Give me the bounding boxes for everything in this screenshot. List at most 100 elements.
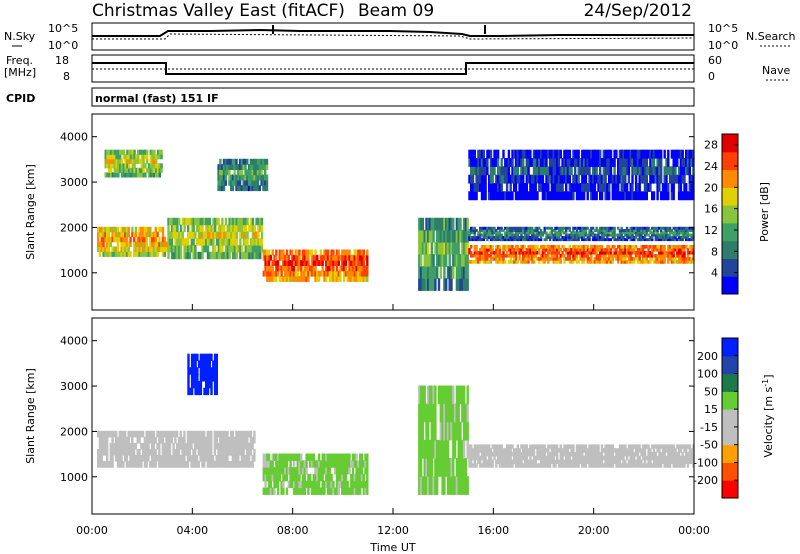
range-cell: [312, 453, 315, 461]
range-cell: [500, 183, 503, 192]
range-cell: [575, 459, 579, 464]
range-cell: [419, 439, 423, 459]
range-cell: [690, 183, 693, 192]
range-cell: [192, 217, 195, 226]
range-cell: [353, 453, 356, 461]
range-cell: [686, 235, 690, 239]
range-cell: [548, 149, 552, 159]
range-cell: [357, 480, 360, 489]
range-cell: [613, 245, 616, 249]
range-cell: [595, 226, 598, 230]
range-cell: [221, 174, 224, 181]
range-cell: [475, 452, 478, 457]
range-cell: [681, 251, 684, 255]
range-cell: [437, 278, 441, 291]
range-cell: [581, 235, 584, 239]
range-cell: [609, 174, 613, 184]
range-cell: [425, 266, 428, 279]
range-cell: [228, 449, 231, 456]
range-cell: [582, 233, 586, 237]
range-cell: [430, 278, 433, 291]
range-cell: [359, 473, 362, 482]
range-cell: [690, 238, 693, 242]
range-cell: [247, 455, 251, 462]
range-cell: [574, 257, 577, 261]
range-cell: [493, 455, 496, 461]
range-cell: [330, 276, 333, 282]
range-cell: [197, 360, 201, 368]
range-cell: [427, 403, 430, 423]
range-cell: [235, 231, 238, 239]
range-cell: [282, 254, 285, 261]
range-cell: [658, 448, 661, 453]
range-cell: [221, 245, 224, 253]
range-cell: [143, 226, 147, 233]
range-cell: [335, 276, 339, 282]
range-cell: [124, 226, 127, 233]
range-cell: [676, 149, 679, 159]
range-cell: [561, 183, 564, 192]
range-cell: [541, 149, 545, 159]
range-cell: [303, 480, 306, 489]
range-cell: [260, 169, 263, 176]
range-cell: [423, 439, 426, 459]
range-cell: [301, 487, 305, 495]
range-cell: [692, 231, 695, 235]
range-cell: [638, 459, 641, 464]
range-cell: [574, 459, 577, 464]
range-cell: [241, 217, 244, 226]
range-cell: [294, 270, 298, 277]
range-cell: [676, 226, 679, 230]
range-cell: [531, 226, 534, 230]
range-cell: [674, 257, 677, 261]
range-cell: [437, 458, 441, 477]
range-cell: [275, 473, 278, 482]
range-cell: [118, 449, 121, 456]
range-cell: [599, 183, 602, 192]
range-cell: [194, 387, 197, 396]
range-cell: [142, 236, 145, 243]
range-cell: [158, 246, 161, 252]
range-cell: [545, 455, 548, 461]
range-cell: [597, 229, 600, 232]
range-cell: [125, 442, 129, 450]
range-cell: [688, 226, 691, 230]
range-cell: [222, 158, 226, 165]
range-cell: [498, 260, 502, 264]
range-cell: [498, 455, 502, 461]
range-cell: [602, 174, 605, 184]
range-cell: [111, 246, 114, 252]
range-cell: [332, 270, 335, 277]
range-cell: [215, 353, 218, 362]
range-cell: [536, 463, 539, 468]
range-cell: [360, 276, 364, 282]
range-cell: [559, 260, 562, 264]
range-cell: [534, 254, 537, 258]
range-cell: [681, 166, 684, 176]
range-cell: [169, 238, 172, 246]
range-cell: [505, 166, 509, 176]
range-cell: [672, 448, 675, 453]
range-cell: [525, 191, 528, 201]
range-cell: [328, 460, 331, 468]
range-cell: [577, 245, 580, 249]
range-cell: [496, 191, 500, 201]
range-cell: [668, 444, 672, 449]
range-cell: [532, 463, 536, 468]
range-cell: [491, 248, 494, 252]
range-cell: [591, 226, 595, 230]
range-cell: [667, 260, 670, 264]
range-cell: [341, 473, 344, 482]
range-cell: [210, 374, 213, 382]
range-cell: [176, 238, 179, 246]
range-cell: [539, 149, 543, 159]
range-cell: [351, 254, 355, 261]
range-cell: [251, 455, 254, 462]
range-cell: [100, 430, 103, 438]
range-cell: [563, 226, 566, 230]
range-cell: [192, 374, 195, 382]
range-cell: [513, 257, 516, 261]
range-cell: [591, 459, 595, 464]
range-cell: [502, 251, 505, 255]
range-cell: [113, 246, 116, 252]
